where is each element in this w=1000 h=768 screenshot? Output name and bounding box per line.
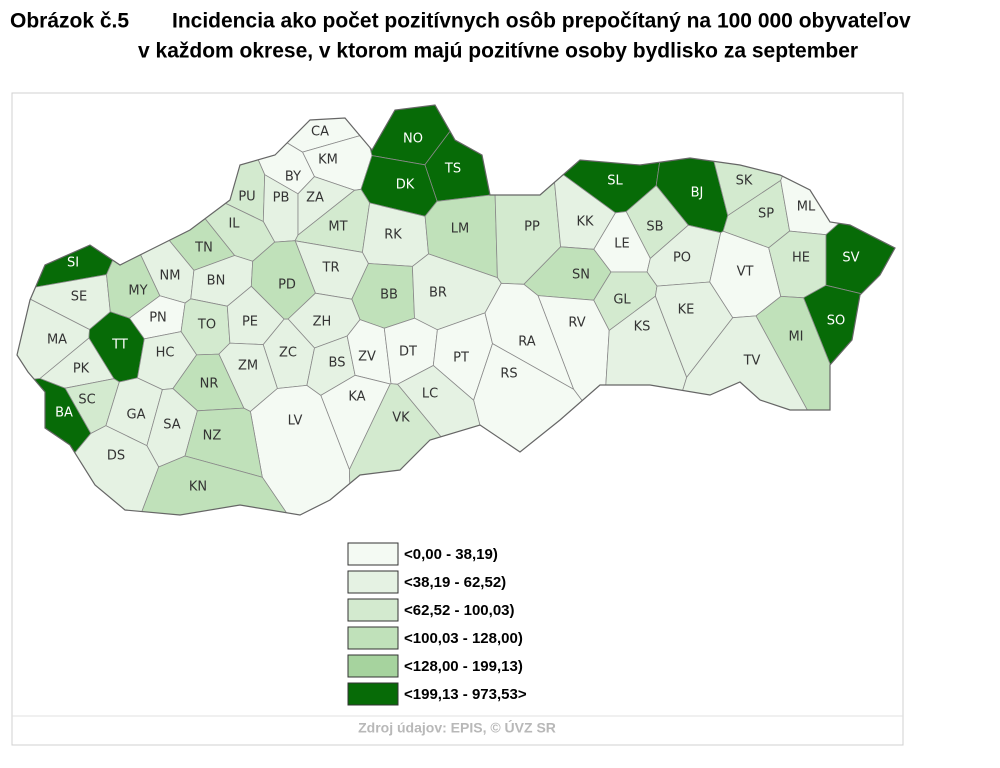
district-label: PO: [673, 251, 691, 266]
legend-label: <0,00 - 38,19): [404, 546, 498, 563]
district-label: PT: [453, 351, 469, 366]
title-line: v každom okrese, v ktorom majú pozitívne…: [138, 40, 858, 63]
district-label: KN: [189, 480, 207, 495]
district-label: ZH: [313, 315, 332, 330]
district-label: ZV: [358, 350, 376, 365]
district-label: LC: [422, 387, 438, 402]
legend-swatch: [347, 682, 399, 706]
district-label: BR: [429, 286, 447, 301]
district-label: SA: [163, 418, 180, 433]
district-label: MY: [128, 284, 147, 299]
district-label: LV: [288, 414, 303, 429]
district-label: TO: [197, 318, 216, 333]
district-label: IL: [228, 217, 240, 232]
district-label: PP: [524, 220, 540, 235]
district-label: DT: [399, 345, 417, 360]
district-label: RS: [500, 367, 517, 382]
district-label: PU: [238, 190, 255, 205]
district-label: MI: [788, 330, 803, 345]
district-label: BA: [55, 406, 73, 421]
district-label: RK: [384, 228, 402, 243]
district-label: DS: [107, 449, 125, 464]
district-label: PE: [242, 315, 258, 330]
legend-swatch: [347, 598, 399, 622]
district-label: SI: [67, 256, 79, 271]
district-label: BN: [207, 274, 226, 289]
district-label: CA: [311, 125, 329, 140]
district-label: TV: [743, 354, 761, 369]
source: Zdroj údajov: EPIS, © ÚVZ SR: [358, 719, 556, 736]
district-label: LE: [614, 237, 629, 252]
legend-label: <100,03 - 128,00): [404, 630, 523, 647]
district-label: GL: [613, 293, 631, 308]
legend-label: <62,52 - 100,03): [404, 602, 515, 619]
district-label: GA: [127, 408, 146, 423]
district-label: SC: [78, 393, 95, 408]
legend-label: <199,13 - 973,53>: [404, 686, 527, 703]
legend-swatch: [347, 626, 399, 650]
figure-number: Obrázok č.5: [10, 10, 129, 33]
district-label: ZM: [238, 359, 258, 374]
legend: <0,00 - 38,19) <38,19 - 62,52) <62,52 - 10…: [347, 542, 527, 706]
district-label: MT: [328, 220, 347, 235]
district-label: SE: [71, 290, 87, 305]
district-label: DK: [396, 178, 415, 193]
district-label: NO: [403, 132, 423, 147]
district-label: SL: [607, 174, 623, 189]
country-outline: [16, 104, 896, 516]
district-label: NM: [160, 269, 181, 284]
district-label: BS: [329, 356, 346, 371]
district-label: BJ: [691, 186, 704, 201]
district-label: TT: [111, 338, 128, 353]
legend-swatch: [347, 654, 399, 678]
district-labels: CA KM NO TS DK BY PU PB ZA IL MT RK LM PP KK SL BJ SK SP ML…: [47, 125, 860, 495]
district-label: SN: [572, 268, 590, 283]
legend-label: <38,19 - 62,52): [404, 574, 506, 591]
district-label: KS: [634, 320, 651, 335]
title-line: Incidencia ako počet pozitívnych osôb pr…: [172, 10, 911, 33]
district-label: KE: [678, 303, 695, 318]
district-label: PN: [149, 311, 167, 326]
legend-swatch: [347, 542, 399, 566]
district-label: RA: [518, 335, 536, 350]
district-label: LM: [451, 222, 469, 237]
district-label: ML: [797, 200, 816, 215]
district-label: KA: [348, 390, 365, 405]
district-label: MA: [47, 333, 67, 348]
district-label: NR: [200, 377, 219, 392]
district-label: NZ: [203, 429, 222, 444]
district-label: HC: [156, 346, 175, 361]
district-label: ZA: [306, 191, 324, 206]
district-label: BY: [285, 170, 301, 185]
district-label: TN: [194, 241, 213, 256]
district-label: BB: [380, 288, 398, 303]
district-label: VK: [392, 411, 410, 426]
district-label: VT: [737, 265, 754, 280]
district-label: PB: [273, 191, 290, 206]
district-label: RV: [568, 316, 585, 331]
district-label: SK: [736, 174, 753, 189]
district-label: PD: [278, 278, 296, 293]
district-label: KM: [318, 153, 338, 168]
legend-label: <128,00 - 199,13): [404, 658, 523, 675]
district-label: KK: [576, 215, 594, 230]
district-label: SP: [758, 207, 774, 222]
district-label: HE: [792, 251, 810, 266]
district-label: ZC: [279, 346, 297, 361]
district-label: PK: [73, 362, 90, 377]
district-label: SV: [842, 251, 859, 266]
district-label: SB: [646, 220, 663, 235]
district-label: TR: [322, 261, 340, 276]
district-label: TS: [444, 162, 461, 177]
district-label: SO: [827, 314, 845, 329]
legend-swatch: [347, 570, 399, 594]
